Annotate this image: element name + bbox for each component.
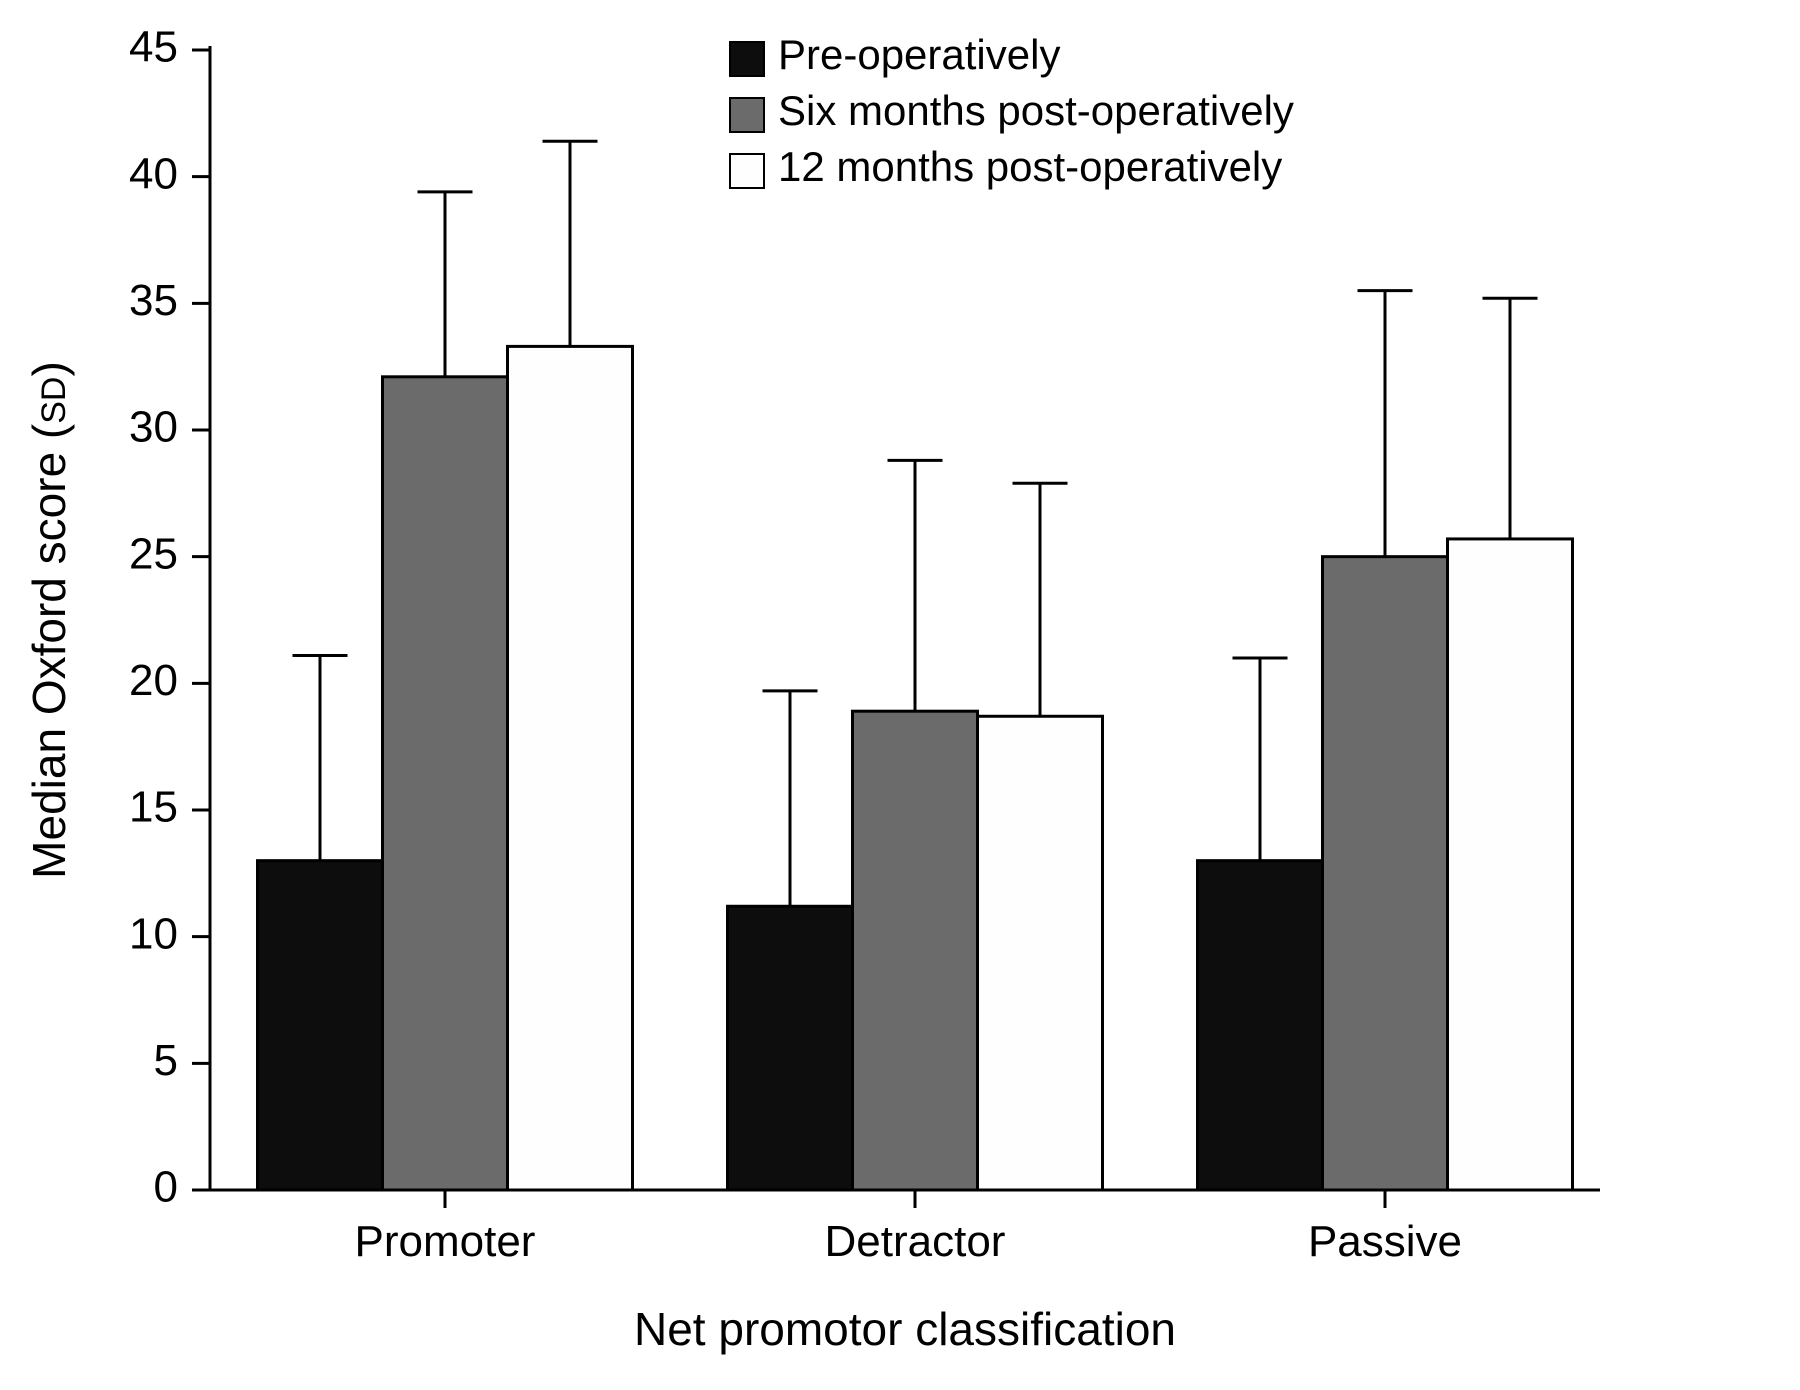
x-tick-label: Passive (1308, 1217, 1462, 1266)
y-tick-label: 0 (154, 1163, 178, 1212)
legend-swatch (730, 98, 764, 132)
legend-label: 12 months post-operatively (778, 143, 1282, 190)
y-tick-label: 10 (129, 909, 178, 958)
bar (1323, 557, 1448, 1190)
x-tick-label: Promoter (355, 1217, 536, 1266)
bar (978, 716, 1103, 1190)
y-tick-label: 15 (129, 783, 178, 832)
legend-swatch (730, 154, 764, 188)
bar (383, 377, 508, 1190)
x-tick-label: Detractor (825, 1217, 1006, 1266)
bar (853, 711, 978, 1190)
bar (508, 346, 633, 1190)
legend-swatch (730, 42, 764, 76)
x-axis-title: Net promotor classification (634, 1303, 1176, 1355)
y-tick-label: 5 (154, 1036, 178, 1085)
y-tick-label: 35 (129, 276, 178, 325)
y-axis-title: Median Oxford score (SD) (23, 361, 75, 879)
bar (1198, 861, 1323, 1190)
bar-chart: 0 5 10 15 20 25 30 35 40 45 Promoter Detractor Passi… (0, 0, 1800, 1390)
bar (258, 861, 383, 1190)
y-tick-label: 40 (129, 149, 178, 198)
legend-label: Six months post-operatively (778, 87, 1294, 134)
y-tick-label: 45 (129, 23, 178, 72)
y-tick-label: 25 (129, 529, 178, 578)
y-tick-label: 20 (129, 656, 178, 705)
bar (728, 906, 853, 1190)
chart-container: 0 5 10 15 20 25 30 35 40 45 Promoter Detractor Passi… (0, 0, 1800, 1390)
bar (1448, 539, 1573, 1190)
legend-label: Pre-operatively (778, 31, 1060, 78)
y-tick-label: 30 (129, 403, 178, 452)
